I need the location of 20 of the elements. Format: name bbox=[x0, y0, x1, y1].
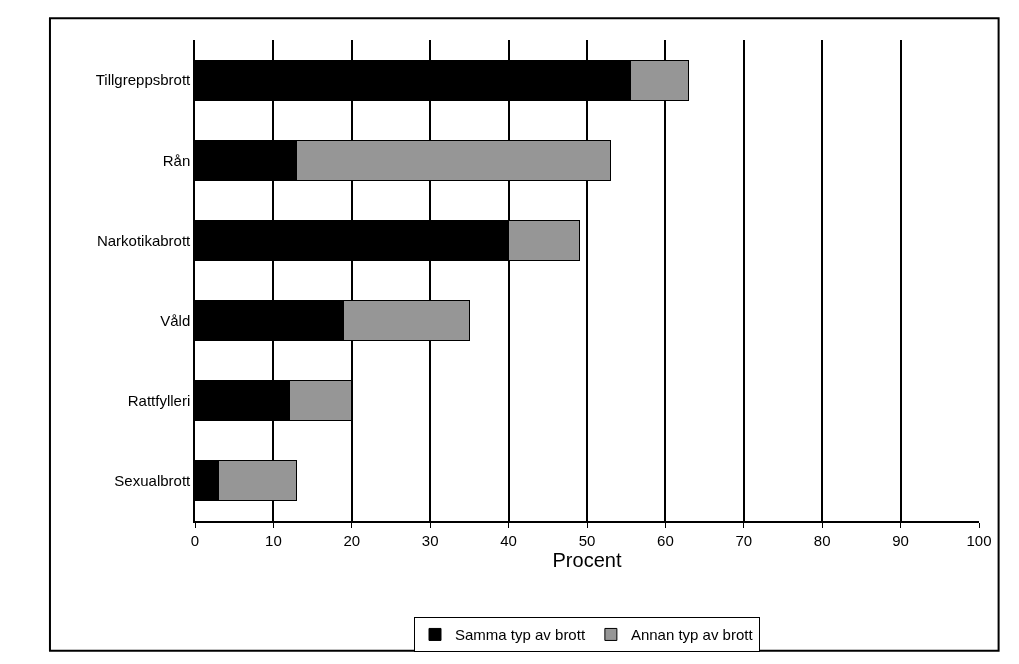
x-tick-label: 40 bbox=[500, 531, 517, 549]
y-tick-label: Sexualbrott bbox=[114, 472, 192, 490]
x-tick-label: 100 bbox=[966, 531, 992, 549]
x-tick-label: 90 bbox=[892, 531, 909, 549]
x-axis-title: Procent bbox=[552, 548, 622, 571]
x-tick-label: 60 bbox=[657, 531, 674, 549]
x-tick-label: 50 bbox=[578, 531, 596, 549]
x-tick-label: 30 bbox=[421, 531, 439, 549]
x-tick-label: 0 bbox=[190, 531, 200, 549]
x-tick-label: 70 bbox=[735, 531, 753, 549]
y-tick-label: Våld bbox=[160, 311, 191, 329]
legend-label: Annan typ av brott bbox=[630, 626, 754, 644]
y-tick-label: Rattfylleri bbox=[127, 392, 191, 409]
y-tick-label: Rån bbox=[162, 151, 191, 169]
x-tick-label: 10 bbox=[265, 531, 282, 549]
x-tick-label: 80 bbox=[813, 531, 831, 549]
y-tick-label: Tillgreppsbrott bbox=[95, 71, 192, 89]
legend-label: Samma typ av brott bbox=[455, 626, 586, 644]
y-tick-label: Narkotikabrott bbox=[96, 231, 192, 249]
x-tick-label: 20 bbox=[343, 531, 361, 549]
